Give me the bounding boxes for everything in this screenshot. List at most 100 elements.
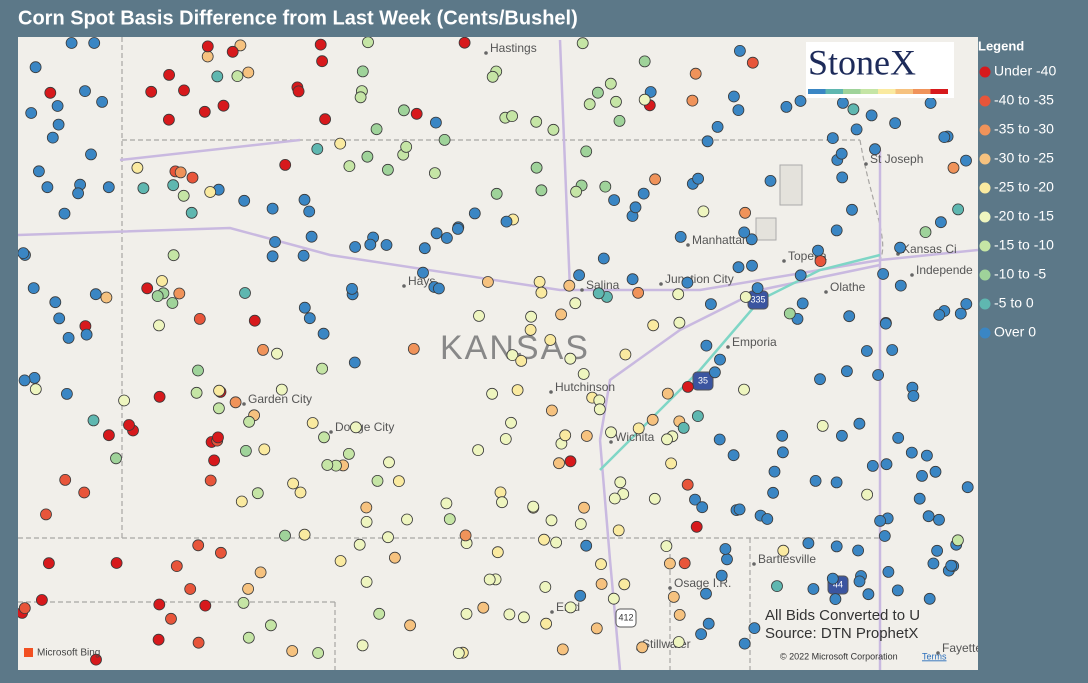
bid-point[interactable] (837, 97, 849, 109)
bid-point[interactable] (952, 203, 964, 216)
bid-point[interactable] (458, 37, 471, 49)
bid-point[interactable] (505, 416, 517, 429)
bid-point[interactable] (879, 317, 892, 330)
bid-point[interactable] (80, 328, 93, 341)
bid-point[interactable] (843, 310, 856, 323)
bid-point[interactable] (861, 488, 873, 501)
bid-point[interactable] (907, 390, 920, 402)
bid-point[interactable] (777, 544, 790, 557)
bid-point[interactable] (452, 647, 465, 659)
bid-point[interactable] (342, 447, 355, 460)
bid-point[interactable] (637, 187, 650, 200)
bid-point[interactable] (711, 121, 724, 133)
bid-point[interactable] (88, 37, 101, 49)
bid-point[interactable] (346, 282, 358, 295)
bid-point[interactable] (18, 602, 31, 614)
bid-point[interactable] (673, 316, 686, 329)
bid-point[interactable] (905, 446, 918, 459)
bid-point[interactable] (599, 180, 612, 193)
bid-point[interactable] (540, 617, 552, 630)
bid-point[interactable] (491, 546, 504, 559)
bid-point[interactable] (862, 588, 875, 601)
bid-point[interactable] (530, 161, 543, 174)
bid-point[interactable] (771, 580, 783, 592)
bid-point[interactable] (690, 520, 703, 533)
bid-point[interactable] (745, 233, 758, 246)
bid-point[interactable] (343, 160, 356, 173)
bid-point[interactable] (922, 510, 935, 523)
bid-point[interactable] (886, 344, 899, 356)
bid-point[interactable] (481, 276, 494, 288)
bid-point[interactable] (524, 323, 537, 336)
bid-point[interactable] (28, 371, 41, 384)
bid-point[interactable] (672, 636, 685, 648)
bid-point[interactable] (538, 533, 550, 546)
bid-point[interactable] (235, 495, 248, 508)
bid-point[interactable] (204, 474, 217, 487)
bid-point[interactable] (830, 540, 843, 553)
bid-point[interactable] (499, 433, 512, 445)
bid-point[interactable] (853, 575, 866, 588)
bid-point[interactable] (751, 282, 764, 295)
bid-point[interactable] (404, 619, 417, 632)
bid-point[interactable] (952, 534, 964, 547)
bid-point[interactable] (619, 348, 632, 361)
bid-point[interactable] (360, 501, 373, 514)
bid-point[interactable] (286, 645, 299, 657)
bid-point[interactable] (673, 609, 686, 621)
bid-point[interactable] (570, 185, 582, 198)
bid-point[interactable] (607, 592, 620, 605)
bid-point[interactable] (931, 544, 943, 557)
bid-point[interactable] (559, 429, 572, 442)
bid-point[interactable] (515, 354, 528, 367)
bid-point[interactable] (213, 384, 226, 397)
bid-point[interactable] (503, 608, 516, 621)
bid-point[interactable] (317, 327, 330, 340)
bid-point[interactable] (732, 104, 745, 116)
bid-point[interactable] (163, 69, 176, 81)
bid-point[interactable] (373, 607, 386, 620)
bid-point[interactable] (361, 150, 374, 163)
bid-point[interactable] (555, 308, 567, 321)
bid-point[interactable] (866, 459, 879, 472)
bid-point[interactable] (348, 356, 361, 369)
bid-point[interactable] (933, 308, 946, 321)
bid-point[interactable] (894, 279, 907, 292)
bid-point[interactable] (185, 206, 198, 219)
bid-point[interactable] (440, 232, 453, 244)
bid-point[interactable] (511, 384, 524, 397)
bid-point[interactable] (303, 205, 316, 218)
bid-point[interactable] (392, 475, 405, 488)
bid-point[interactable] (59, 473, 72, 486)
bid-point[interactable] (27, 282, 40, 295)
bid-point[interactable] (861, 345, 873, 357)
bid-point[interactable] (577, 368, 590, 380)
bid-point[interactable] (96, 96, 108, 108)
bid-point[interactable] (929, 465, 942, 478)
bid-point[interactable] (836, 429, 848, 442)
bid-point[interactable] (53, 312, 66, 325)
bid-point[interactable] (894, 241, 906, 254)
bid-point[interactable] (204, 186, 217, 198)
bid-point[interactable] (697, 205, 710, 218)
bid-point[interactable] (853, 417, 866, 430)
bid-point[interactable] (539, 581, 552, 593)
bid-point[interactable] (349, 421, 362, 434)
bid-point[interactable] (477, 601, 490, 614)
bid-point[interactable] (547, 123, 560, 136)
bid-point[interactable] (258, 443, 271, 456)
bid-point[interactable] (814, 373, 826, 386)
bid-point[interactable] (110, 557, 123, 569)
bid-point[interactable] (36, 594, 48, 606)
bid-point[interactable] (852, 544, 864, 557)
bid-point[interactable] (595, 558, 607, 570)
bid-point[interactable] (486, 70, 499, 83)
bid-point[interactable] (647, 319, 660, 332)
bid-point[interactable] (727, 449, 740, 462)
bid-point[interactable] (644, 86, 657, 98)
bid-point[interactable] (709, 366, 721, 379)
bid-point[interactable] (733, 503, 746, 516)
bid-point[interactable] (170, 560, 183, 572)
bid-point[interactable] (945, 559, 958, 572)
bid-point[interactable] (592, 86, 604, 99)
